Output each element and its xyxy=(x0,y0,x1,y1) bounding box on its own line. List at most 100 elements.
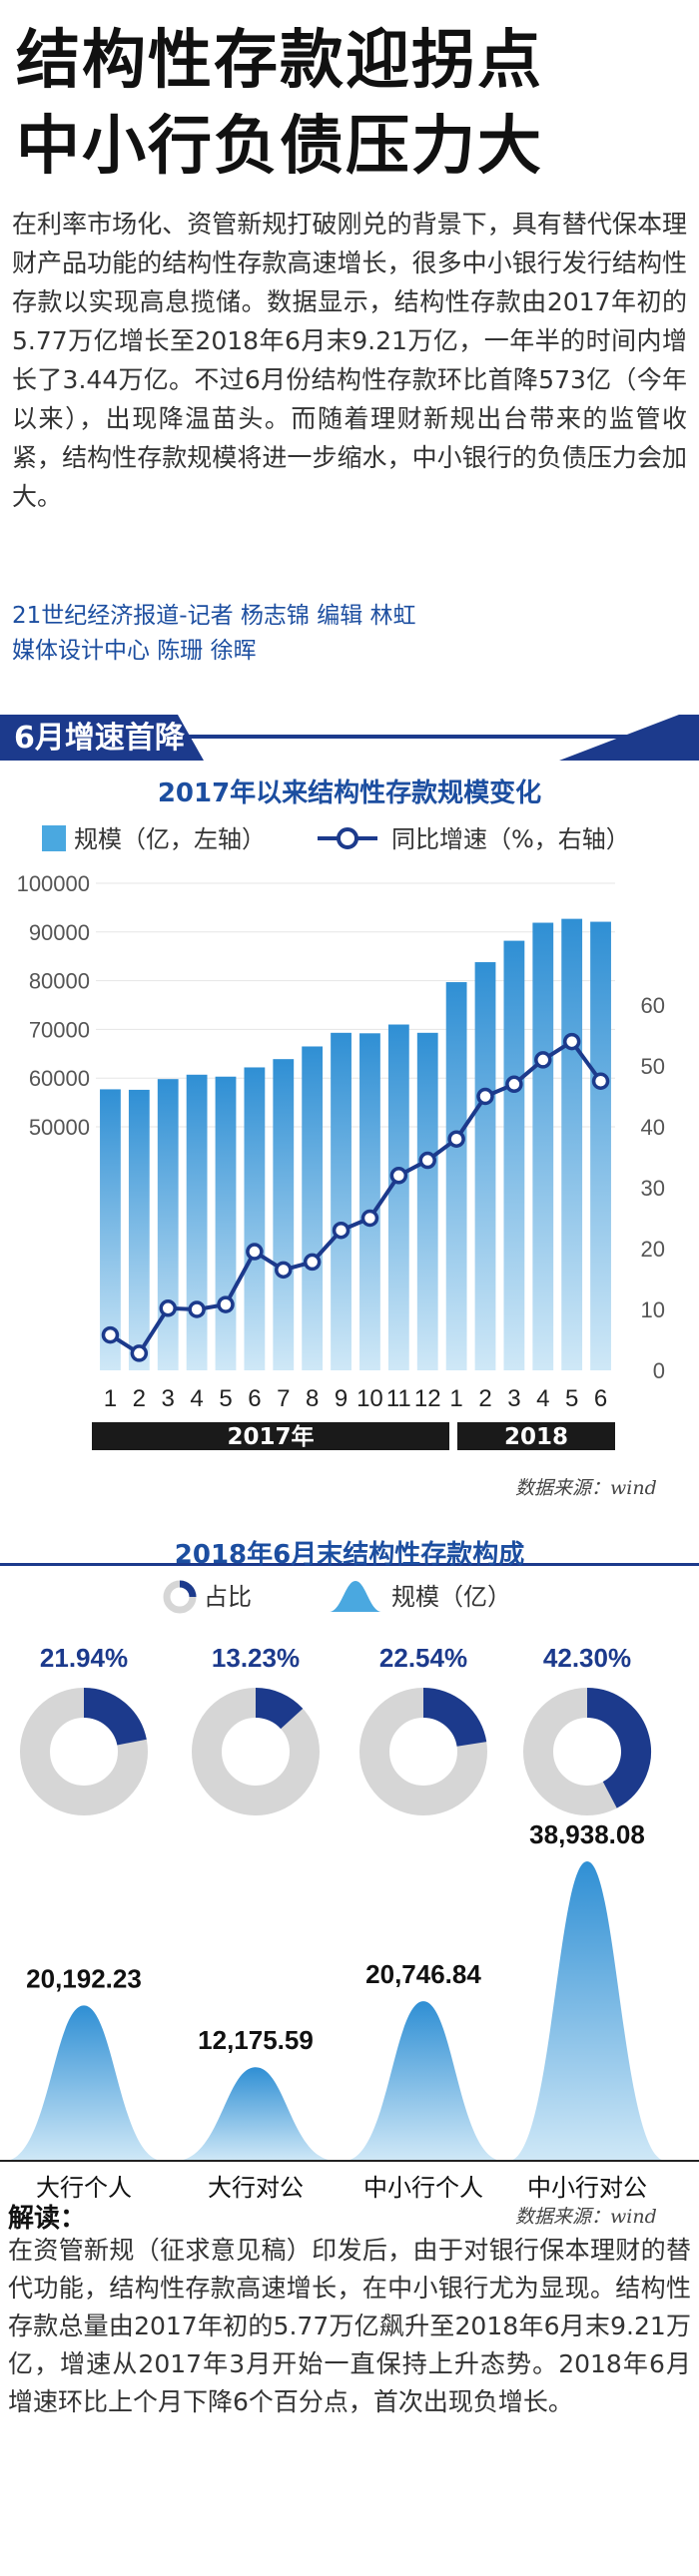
bar xyxy=(532,922,554,1370)
growth-point xyxy=(217,1295,235,1313)
x-tick-label: 5 xyxy=(565,1385,578,1412)
analysis-title: 解读： xyxy=(8,2204,87,2234)
x-tick-label: 7 xyxy=(277,1385,290,1412)
headline: 结构性存款迎拐点 中小行负债压力大 xyxy=(16,18,685,190)
x-axis: 1 2 3 4 5 6 7 8 9 10 11 12 1 2 3 4 5 6 xyxy=(104,1385,607,1412)
headline-line-1: 结构性存款迎拐点 xyxy=(16,24,543,98)
bar xyxy=(331,1032,351,1370)
left-tick-label: 60000 xyxy=(29,1066,90,1091)
x-tick-label: 6 xyxy=(248,1385,261,1412)
right-tick-label: 30 xyxy=(641,1176,665,1201)
category-labels: 大行个人 大行对公 中小行个人 中小行对公 xyxy=(36,2174,647,2202)
scale-hill xyxy=(178,2067,334,2161)
x-tick-label: 3 xyxy=(162,1385,175,1412)
bar xyxy=(561,918,583,1370)
growth-line-path xyxy=(109,1038,603,1356)
year-label-2018: 2018 xyxy=(504,1424,568,1450)
legend-scale-icon xyxy=(330,1581,381,1612)
scale-label: 38,938.08 xyxy=(529,1819,645,1849)
x-tick-label: 10 xyxy=(356,1385,383,1412)
headline-line-2: 中小行负债压力大 xyxy=(16,110,543,184)
growth-point xyxy=(447,1130,465,1148)
legend-bar-swatch xyxy=(42,825,66,851)
growth-point xyxy=(275,1261,293,1280)
year-band-2018 xyxy=(457,1422,615,1450)
bar xyxy=(186,1074,208,1370)
chart2-title: 2018年6月末结构性存款构成 xyxy=(174,1540,525,1570)
scale-label: 20,192.23 xyxy=(26,1963,142,1993)
analysis-body: 在资管新规（征求意见稿）印发后，由于对银行保本理财的替代功能，结构性存款高速增长… xyxy=(8,2236,691,2416)
growth-point xyxy=(188,1300,206,1318)
chart2-header-bar xyxy=(0,1563,699,1566)
growth-point xyxy=(332,1221,350,1240)
growth-point xyxy=(389,1167,408,1185)
left-tick-label: 80000 xyxy=(29,969,90,994)
donut-share-arc xyxy=(83,1688,147,1747)
x-tick-label: 9 xyxy=(335,1385,348,1412)
bar xyxy=(244,1067,266,1370)
scale-hill xyxy=(6,2005,162,2161)
scale-hill xyxy=(509,1861,665,2161)
x-tick-label: 5 xyxy=(219,1385,232,1412)
growth-point xyxy=(360,1209,379,1228)
year-label-2017: 2017年 xyxy=(227,1423,314,1450)
section-banner xyxy=(0,715,699,761)
right-tick-label: 10 xyxy=(641,1297,665,1322)
bar xyxy=(590,921,611,1370)
bar xyxy=(302,1046,324,1370)
category-label: 大行对公 xyxy=(208,2174,304,2202)
right-tick-label: 20 xyxy=(641,1237,665,1262)
x-tick-label: 4 xyxy=(190,1385,203,1412)
category-label: 大行个人 xyxy=(36,2174,132,2202)
bars xyxy=(100,918,611,1370)
growth-point xyxy=(534,1051,552,1069)
left-tick-label: 70000 xyxy=(29,1017,90,1042)
growth-point xyxy=(246,1243,264,1261)
legend-share-icon-arc xyxy=(179,1580,197,1598)
gridlines xyxy=(96,882,615,1128)
right-tick-label: 50 xyxy=(641,1054,665,1079)
x-tick-label: 4 xyxy=(536,1385,549,1412)
legend-bar-label: 规模（亿，左轴） xyxy=(74,825,266,853)
composition-items: 21.94% 20,192.23 13.23% 12,175.59 22.54% 20,7… xyxy=(6,1643,665,2161)
growth-point xyxy=(476,1087,494,1106)
x-tick-label: 8 xyxy=(306,1385,319,1412)
growth-point xyxy=(159,1299,177,1317)
right-axis: 0 10 20 30 40 50 60 xyxy=(641,993,665,1383)
credits: 21世纪经济报道-记者 杨志锦 编辑 林虹 媒体设计中心 陈珊 徐晖 xyxy=(12,599,687,669)
x-tick-label: 2 xyxy=(133,1385,146,1412)
bar xyxy=(416,1032,438,1370)
growth-point xyxy=(505,1075,523,1094)
bar xyxy=(503,940,525,1370)
left-tick-label: 100000 xyxy=(17,871,90,896)
chart1-source: 数据来源：wind xyxy=(515,1477,657,1499)
bar xyxy=(359,1033,380,1370)
bar xyxy=(215,1076,237,1370)
growth-point xyxy=(101,1325,120,1344)
scale-label: 12,175.59 xyxy=(198,2025,314,2055)
x-tick-label: 1 xyxy=(104,1385,117,1412)
bar xyxy=(157,1079,179,1370)
left-tick-label: 90000 xyxy=(29,920,90,945)
bar xyxy=(445,982,467,1370)
section-title: 6月增速首降 xyxy=(14,721,185,756)
chart2: 占比 规模（亿） 21.94%20,192.2313.23%12,175.592… xyxy=(0,1580,699,2202)
bar xyxy=(387,1024,409,1370)
scale-label: 20,746.84 xyxy=(365,1959,481,1989)
right-tick-label: 40 xyxy=(641,1115,665,1140)
x-tick-label: 12 xyxy=(414,1385,441,1412)
x-tick-label: 3 xyxy=(507,1385,520,1412)
scale-hill xyxy=(346,2001,501,2161)
share-label: 21.94% xyxy=(40,1643,128,1673)
credit-line-2: 媒体设计中心 陈珊 徐晖 xyxy=(12,638,257,664)
share-label: 42.30% xyxy=(543,1643,631,1673)
intro-paragraph: 在利率市场化、资管新规打破刚兑的背景下，具有替代保本理财产品功能的结构性存款高速… xyxy=(12,210,687,511)
x-tick-label: 11 xyxy=(386,1385,411,1412)
donut-share-arc xyxy=(586,1688,651,1808)
legend-line-marker xyxy=(337,827,358,849)
right-tick-label: 60 xyxy=(641,993,665,1018)
legend-line-label: 同比增速（%，右轴） xyxy=(391,825,630,853)
bar xyxy=(474,962,496,1370)
legend-share-label: 占比 xyxy=(204,1583,252,1611)
credit-line-1: 21世纪经济报道-记者 杨志锦 编辑 林虹 xyxy=(12,603,416,629)
